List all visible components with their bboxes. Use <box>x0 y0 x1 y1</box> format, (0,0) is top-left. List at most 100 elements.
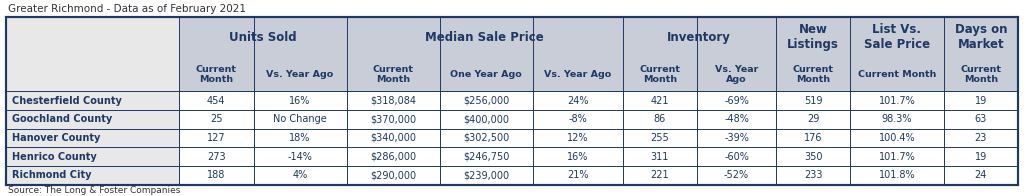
Text: $290,000: $290,000 <box>370 170 416 180</box>
Bar <box>623 147 697 166</box>
Bar <box>346 129 439 147</box>
Text: 101.7%: 101.7% <box>879 96 915 106</box>
Bar <box>254 166 346 184</box>
Text: List Vs.
Sale Price: List Vs. Sale Price <box>864 23 930 51</box>
Bar <box>850 166 943 184</box>
Text: 24%: 24% <box>567 96 589 106</box>
Text: No Change: No Change <box>273 114 327 124</box>
Text: Days on
Market: Days on Market <box>954 23 1007 51</box>
Bar <box>697 129 776 147</box>
Text: Current
Month: Current Month <box>793 65 834 84</box>
Bar <box>623 16 776 58</box>
Text: Current Month: Current Month <box>858 70 936 79</box>
Bar <box>623 58 697 91</box>
Text: Hanover County: Hanover County <box>12 133 100 143</box>
Bar <box>6 91 179 110</box>
Text: $340,000: $340,000 <box>370 133 416 143</box>
Text: -48%: -48% <box>724 114 749 124</box>
Text: 29: 29 <box>807 114 819 124</box>
Text: Vs. Year Ago: Vs. Year Ago <box>544 70 611 79</box>
Text: 25: 25 <box>210 114 222 124</box>
Bar <box>776 58 850 91</box>
Bar <box>179 147 254 166</box>
Bar <box>179 129 254 147</box>
Text: Units Sold: Units Sold <box>229 31 297 44</box>
Bar <box>439 147 532 166</box>
Text: -60%: -60% <box>724 152 749 162</box>
Bar <box>943 166 1018 184</box>
Text: -69%: -69% <box>724 96 749 106</box>
Text: $400,000: $400,000 <box>463 114 509 124</box>
Text: Inventory: Inventory <box>668 31 731 44</box>
Text: $370,000: $370,000 <box>370 114 416 124</box>
Bar <box>532 147 623 166</box>
Text: One Year Ago: One Year Ago <box>451 70 522 79</box>
Text: 18%: 18% <box>290 133 310 143</box>
Text: -8%: -8% <box>568 114 587 124</box>
Bar <box>179 91 254 110</box>
Text: 19: 19 <box>975 152 987 162</box>
Text: 421: 421 <box>650 96 669 106</box>
Bar <box>850 129 943 147</box>
Text: 188: 188 <box>207 170 225 180</box>
Bar <box>254 110 346 129</box>
Bar <box>850 91 943 110</box>
Bar <box>697 58 776 91</box>
Text: -52%: -52% <box>724 170 750 180</box>
Bar <box>943 91 1018 110</box>
Text: -39%: -39% <box>724 133 749 143</box>
Text: 21%: 21% <box>567 170 589 180</box>
Text: 311: 311 <box>650 152 669 162</box>
Bar <box>850 58 943 91</box>
Text: 101.7%: 101.7% <box>879 152 915 162</box>
Bar <box>6 147 179 166</box>
Bar <box>943 147 1018 166</box>
Bar <box>623 110 697 129</box>
Bar <box>346 16 623 58</box>
Text: Vs. Year Ago: Vs. Year Ago <box>266 70 334 79</box>
Text: 24: 24 <box>975 170 987 180</box>
Bar <box>254 91 346 110</box>
Bar <box>532 110 623 129</box>
Bar <box>943 16 1018 58</box>
Bar <box>776 166 850 184</box>
Bar <box>179 58 254 91</box>
Bar <box>623 166 697 184</box>
Bar <box>943 58 1018 91</box>
Bar <box>776 91 850 110</box>
Text: $246,750: $246,750 <box>463 152 510 162</box>
Bar <box>439 91 532 110</box>
Bar <box>179 16 346 58</box>
Text: 63: 63 <box>975 114 987 124</box>
Text: $302,500: $302,500 <box>463 133 509 143</box>
Bar <box>346 58 439 91</box>
Text: New
Listings: New Listings <box>787 23 839 51</box>
Text: Henrico County: Henrico County <box>12 152 96 162</box>
Text: Vs. Year
Ago: Vs. Year Ago <box>715 65 758 84</box>
Text: Current
Month: Current Month <box>196 65 237 84</box>
Text: Greater Richmond - Data as of February 2021: Greater Richmond - Data as of February 2… <box>8 4 246 14</box>
Text: 273: 273 <box>207 152 225 162</box>
Bar <box>776 16 850 58</box>
Text: Richmond City: Richmond City <box>12 170 91 180</box>
Bar <box>697 91 776 110</box>
Bar <box>6 129 179 147</box>
Bar <box>6 16 179 91</box>
Bar <box>346 110 439 129</box>
Text: 176: 176 <box>804 133 822 143</box>
Text: 4%: 4% <box>293 170 307 180</box>
Bar <box>346 166 439 184</box>
Text: 16%: 16% <box>567 152 589 162</box>
Bar <box>697 147 776 166</box>
Bar <box>850 16 943 58</box>
Bar <box>439 166 532 184</box>
Bar <box>254 58 346 91</box>
Text: 255: 255 <box>650 133 670 143</box>
Text: 519: 519 <box>804 96 822 106</box>
Bar <box>6 110 179 129</box>
Bar <box>532 91 623 110</box>
Bar <box>6 16 1018 184</box>
Bar <box>623 91 697 110</box>
Text: 127: 127 <box>207 133 225 143</box>
Text: 100.4%: 100.4% <box>879 133 915 143</box>
